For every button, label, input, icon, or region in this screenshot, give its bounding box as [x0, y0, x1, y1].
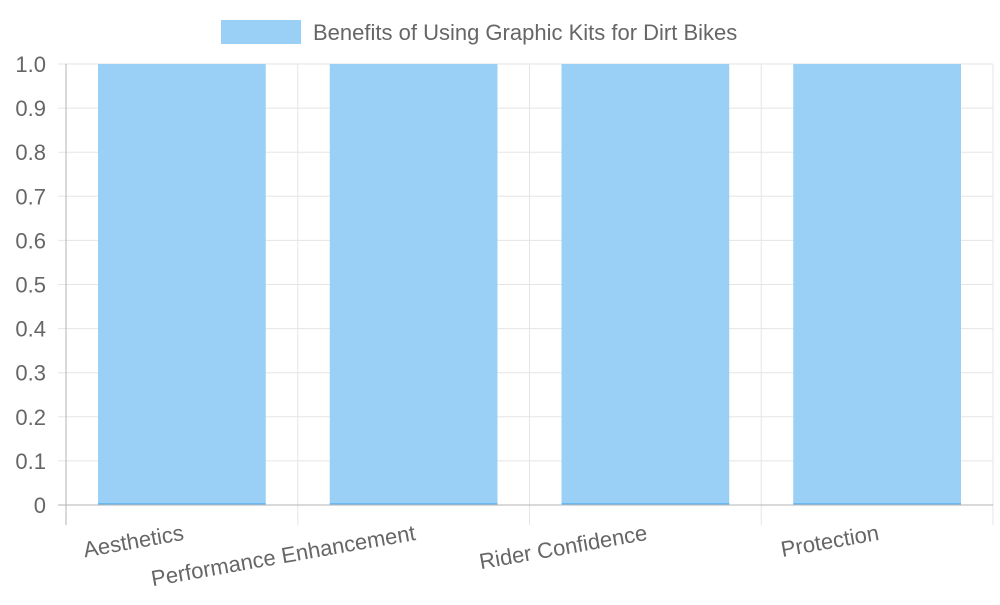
y-tick-label: 1.0: [15, 52, 46, 77]
legend-label: Benefits of Using Graphic Kits for Dirt …: [313, 20, 737, 45]
x-tick-label: Protection: [779, 520, 881, 562]
legend[interactable]: Benefits of Using Graphic Kits for Dirt …: [221, 20, 737, 45]
bar-aesthetics[interactable]: [98, 64, 266, 505]
y-tick-label: 0.6: [15, 228, 46, 253]
bar-protection[interactable]: [793, 64, 961, 505]
bars: [98, 64, 961, 505]
y-axis-tick-labels: 0 0.1 0.2 0.3 0.4 0.5 0.6 0.7 0.8 0.9 1.0: [15, 52, 46, 518]
x-tick-label: Performance Enhancement: [149, 520, 417, 591]
y-tick-label: 0.3: [15, 361, 46, 386]
legend-swatch: [221, 20, 301, 44]
y-tick-label: 0.1: [15, 449, 46, 474]
bar-rider-confidence[interactable]: [561, 64, 730, 505]
y-tick-label: 0.7: [15, 184, 46, 209]
y-tick-label: 0.8: [15, 140, 46, 165]
y-tick-label: 0: [34, 493, 46, 518]
x-tick-label: Rider Confidence: [477, 520, 649, 574]
y-tick-label: 0.4: [15, 317, 46, 342]
bar-performance-enhancement[interactable]: [329, 64, 498, 505]
x-tick-label: Aesthetics: [81, 520, 185, 562]
y-tick-label: 0.5: [15, 273, 46, 298]
y-tick-label: 0.9: [15, 96, 46, 121]
y-tick-label: 0.2: [15, 405, 46, 430]
axes: [65, 64, 993, 525]
